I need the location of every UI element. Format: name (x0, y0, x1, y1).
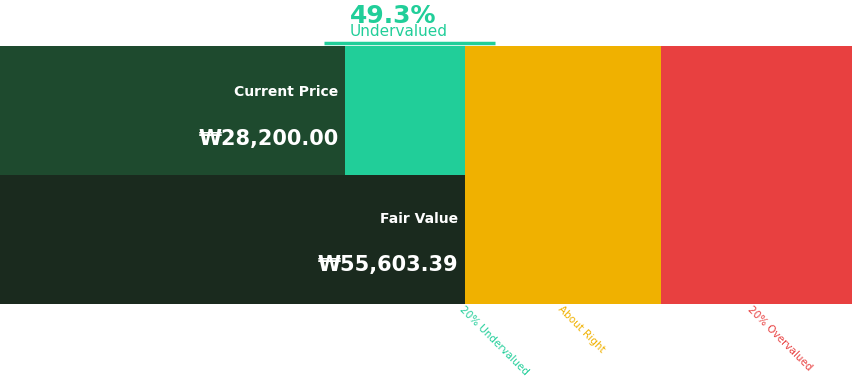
Bar (0, 46, 464, 304)
Bar (464, 46, 660, 304)
Bar (0, 46, 345, 180)
Text: About Right: About Right (556, 304, 606, 355)
Bar (0, 175, 464, 304)
Text: Undervalued: Undervalued (349, 24, 447, 39)
Text: Fair Value: Fair Value (379, 212, 458, 226)
Text: ₩28,200.00: ₩28,200.00 (199, 128, 338, 149)
Text: Current Price: Current Price (234, 85, 338, 99)
Bar (660, 46, 852, 304)
Text: 49.3%: 49.3% (349, 4, 435, 28)
Text: 20% Undervalued: 20% Undervalued (458, 304, 530, 377)
Text: ₩55,603.39: ₩55,603.39 (317, 255, 458, 275)
Text: 20% Overvalued: 20% Overvalued (745, 304, 813, 372)
